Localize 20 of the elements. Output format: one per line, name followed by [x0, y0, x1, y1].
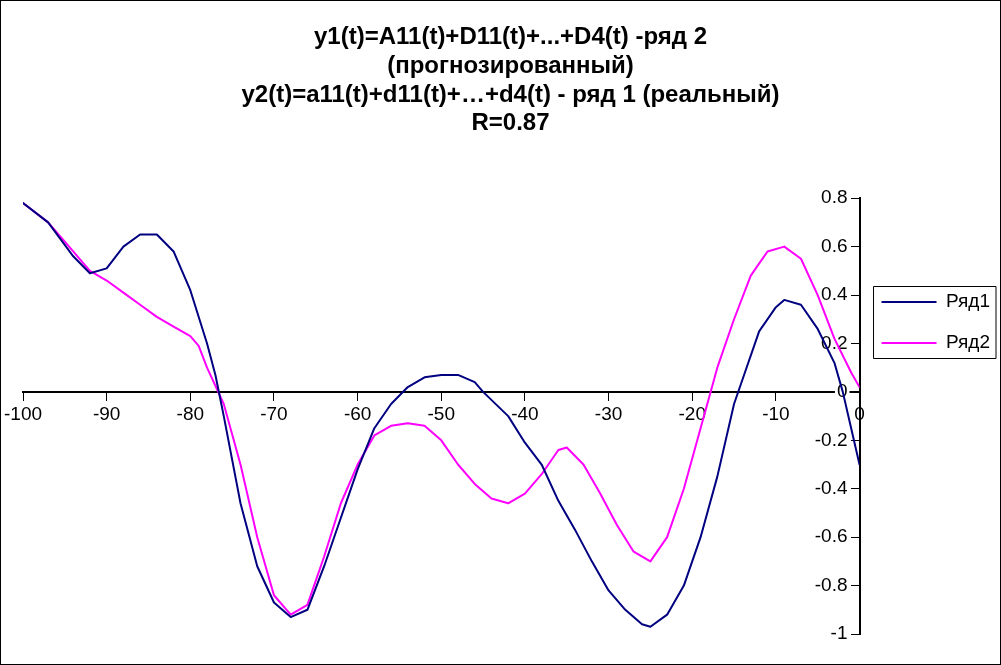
y-tick-label: -0.8 [814, 573, 848, 595]
legend-label: Ряд2 [946, 331, 990, 353]
x-tick-label: -90 [92, 402, 121, 424]
y-tick-label: 0.8 [821, 186, 848, 208]
x-tick-label: -80 [176, 402, 205, 424]
chart-title: y1(t)=A11(t)+D11(t)+...+D4(t) -ряд 2 (прогнозированный) y2(t)=a11(t)+d11(t)+…+d4(t) - ряд 1 (реальный) R=0.87 [241, 22, 780, 136]
y-tick-label: 0.4 [821, 283, 848, 305]
x-tick-label: -50 [427, 402, 455, 424]
legend-label: Ряд1 [946, 290, 990, 312]
y-tick-label: 0.6 [821, 234, 848, 256]
y-tick-label: -0.2 [814, 428, 848, 450]
x-tick-label: -10 [762, 402, 790, 424]
x-tick-label: -60 [343, 402, 372, 424]
x-tick-label: -30 [594, 402, 623, 424]
x-tick-label: -70 [260, 402, 288, 424]
y-tick-label: -0.6 [814, 525, 848, 547]
x-tick-label: -40 [511, 402, 539, 424]
y-tick-label: -0.4 [814, 476, 848, 498]
y-tick-label: -1 [830, 622, 848, 644]
x-tick-label: -100 [4, 402, 43, 424]
